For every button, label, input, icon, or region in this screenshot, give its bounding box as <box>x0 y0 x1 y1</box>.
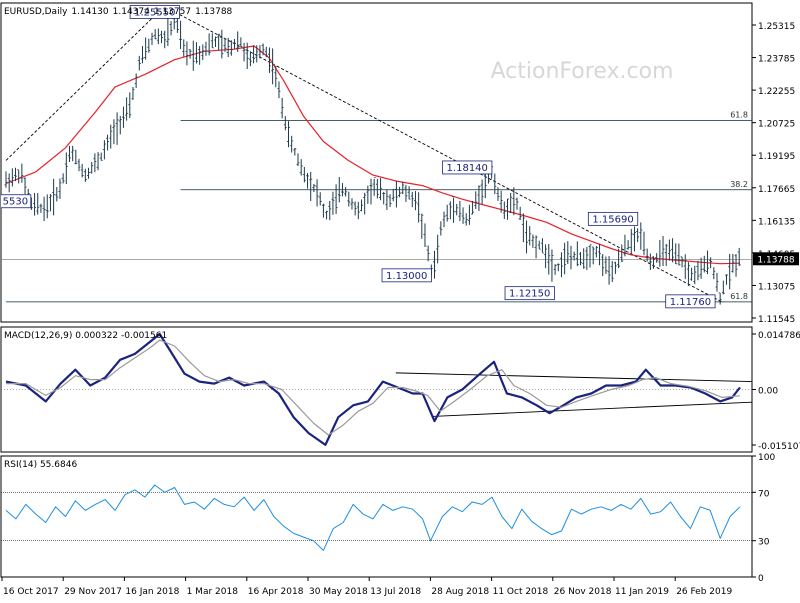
rsi-ytick-label: 0 <box>758 574 764 584</box>
ohlc-value: 1.14130 <box>71 7 108 17</box>
x-tick-label: 29 Nov 2017 <box>64 587 122 597</box>
price-ytick-label: 1.13075 <box>758 282 795 292</box>
macd-inner <box>1 333 752 446</box>
rsi-ytick-label: 100 <box>758 453 775 463</box>
price-ytick-label: 1.23785 <box>758 55 795 65</box>
ohlc-value: 1.14374 <box>113 7 150 17</box>
rsi-inner <box>1 484 752 551</box>
price-label-box <box>381 268 432 283</box>
price-frame <box>0 2 753 323</box>
price-ytick-label: 1.20725 <box>758 120 795 130</box>
x-tick-label: 16 Apr 2018 <box>248 587 304 597</box>
price-label: 1.11760 <box>670 297 711 308</box>
x-tick-label: 1 Mar 2018 <box>187 587 239 597</box>
price-label-box <box>665 294 716 309</box>
price-ytick-label: 1.22255 <box>758 87 795 97</box>
macd-trendline <box>395 372 752 383</box>
x-tick-label: 16 Jan 2018 <box>125 587 179 597</box>
rsi-frame <box>0 455 753 578</box>
last-price-badge-text: 1.13788 <box>757 255 794 265</box>
rsi-series-line <box>5 484 741 551</box>
price-label: 1.18140 <box>447 163 488 174</box>
macd-ytick-label: -0.015107 <box>758 442 800 452</box>
price-ytick-label: 1.11545 <box>758 315 795 325</box>
price-label-box <box>587 211 639 226</box>
x-tick-label: 28 Aug 2018 <box>431 587 489 597</box>
watermark: ActionForex.com <box>491 59 674 84</box>
macd-panel: 0.014786 0.00 -0.015107 MACD(12,26,9) 0.000… <box>0 326 800 453</box>
ohlc-bars <box>4 8 741 305</box>
macd-series-line <box>6 339 741 436</box>
price-label-box <box>442 160 493 175</box>
x-tick-label: 16 Oct 2017 <box>3 587 59 597</box>
price-label-box <box>504 286 555 301</box>
macd-ytick-label: 0.014786 <box>758 331 800 341</box>
ohlc-value: 1.13788 <box>195 7 232 17</box>
panel-title: EURUSD,Daily 1.14130 1.14374 1.13757 1.13788 <box>4 7 233 17</box>
price-ytick-label: 1.17665 <box>758 185 795 195</box>
x-tick-label: 11 Oct 2018 <box>493 587 549 597</box>
x-tick-label: 13 Jul 2018 <box>370 587 421 597</box>
price-label: 1.25550 <box>134 7 175 18</box>
x-tick-label: 11 Jan 2019 <box>615 587 669 597</box>
price-label: 1.15690 <box>592 214 633 225</box>
price-label: 1.12150 <box>509 289 550 300</box>
rsi-panel: 100 70 30 0 RSI(14) 55.6846 <box>0 453 775 584</box>
price-inner: 61.8 38.2 61.8 1.25550 1.18140 1.15690 1.13000… <box>1 5 752 309</box>
x-tick-label: 30 May 2018 <box>309 587 368 597</box>
price-label: 5530 <box>3 197 28 208</box>
panel-title: MACD(12,26,9) 0.000322 -0.001561 <box>4 331 167 341</box>
price-ytick-label: 1.16135 <box>758 217 795 227</box>
symbol-title: EURUSD,Daily <box>4 7 68 17</box>
x-tick-label: 26 Nov 2018 <box>554 587 612 597</box>
price-ytick-label: 1.25315 <box>758 22 795 32</box>
panel-title: RSI(14) 55.6846 <box>4 460 77 470</box>
price-label: 1.13000 <box>386 271 427 282</box>
x-tick-label: 26 Feb 2019 <box>676 587 732 597</box>
price-ytick-label: 1.19195 <box>758 152 795 162</box>
rsi-ytick-label: 30 <box>758 538 770 548</box>
price-label-box <box>1 194 32 209</box>
price-panel: 61.8 38.2 61.8 1.25550 1.18140 1.15690 1.13000… <box>0 2 799 325</box>
macd-ytick-label: 0.00 <box>758 387 778 397</box>
fib-label: 61.8 <box>730 292 748 301</box>
rsi-ytick-label: 70 <box>758 489 770 499</box>
fib-label: 61.8 <box>730 111 748 120</box>
macd-trendline <box>432 401 752 417</box>
ohlc-value: 1.13757 <box>154 7 191 17</box>
fib-label: 38.2 <box>730 180 748 189</box>
price-series-line <box>5 45 741 265</box>
last-price-badge <box>753 252 799 266</box>
macd-series-line <box>5 333 741 446</box>
price-label-box <box>129 5 180 19</box>
